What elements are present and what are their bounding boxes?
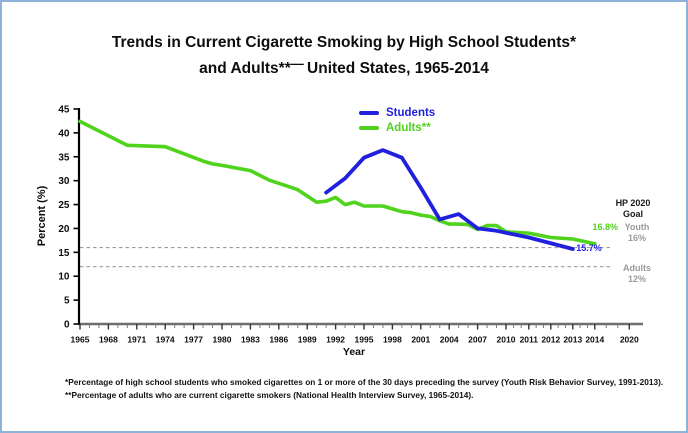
x-tick-label: 1968 [99,335,118,345]
footnotes: *Percentage of high school students who … [65,376,666,401]
x-tick-label: 2001 [411,335,430,345]
x-tick-label: 2020 [620,335,639,345]
y-tick-label: 0 [64,320,70,331]
chart-title-line1: Trends in Current Cigarette Smoking by H… [111,34,577,51]
legend-item-adults: Adults** [359,121,435,135]
x-tick-label: 1977 [184,335,203,345]
y-axis-title: Percent (%) [36,185,48,247]
x-tick-label: 1995 [355,335,374,345]
students-end-value-label: 15.7% [576,243,602,253]
x-tick-label: 2014 [585,335,604,345]
legend-label-adults: Adults** [386,122,431,134]
legend-item-students: Students [359,106,435,120]
x-tick-label: 1974 [156,335,175,345]
x-tick-label: 2004 [440,335,459,345]
students-line-swatch [359,111,379,115]
x-tick-label: 1983 [241,335,260,345]
y-tick-label: 30 [58,176,70,187]
y-tick-label: 40 [58,128,70,139]
chart-title-line2: and Adults**— United States, 1965-2014 [2,53,686,79]
x-tick-label: 1989 [298,335,317,345]
series-line-adults [78,119,597,246]
x-axis-title: Year [342,346,366,358]
hp-2020-goal-line2: Goal [622,208,643,219]
x-tick-label: 1998 [383,335,402,345]
chart-title-line2-prefix: and Adults** [199,60,291,77]
x-tick-label: 2010 [497,335,516,345]
adults-goal-line2: 12% [627,273,646,284]
y-tick-label: 25 [58,200,70,211]
adults-goal-label: Adults 12% [619,263,655,284]
hp-2020-goal-label: HP 2020 Goal [609,198,657,219]
footnote-students: *Percentage of high school students who … [65,377,664,387]
youth-goal-line2: 16% [627,232,646,243]
series-line-students [324,148,575,251]
y-tick-label: 20 [58,224,70,235]
x-tick-label: 1965 [71,335,90,345]
chart-title-dash: — [290,56,304,71]
legend: Students Adults** [359,106,435,136]
x-tick-label: 1971 [127,335,146,345]
adults-line-swatch [359,126,379,130]
x-tick-label: 2007 [468,335,487,345]
chart-title-line2-suffix: United States, 1965-2014 [302,60,489,77]
x-tick-label: 1986 [269,335,288,345]
x-tick-label: 2011 [520,335,539,345]
y-tick-label: 15 [58,248,70,259]
chart-title: Trends in Current Cigarette Smoking by H… [2,32,686,79]
x-tick-label: 2012 [541,335,560,345]
footnote-adults: **Percentage of adults who are current c… [65,389,474,400]
x-tick-label: 2013 [563,335,582,345]
hp-2020-goal-line1: HP 2020 [615,198,651,208]
x-tick-label: 1992 [326,335,345,345]
y-tick-label: 35 [58,152,70,163]
adults-end-value-label: 16.8% [592,222,618,232]
y-tick-label: 10 [58,272,70,283]
y-tick-label: 5 [64,296,70,307]
youth-goal-label: Youth 16% [619,222,655,243]
y-tick-label: 45 [58,105,70,116]
youth-goal-line1: Youth [624,222,650,232]
x-tick-label: 1980 [213,335,232,345]
legend-label-students: Students [386,107,436,119]
adults-goal-line1: Adults [623,263,651,273]
